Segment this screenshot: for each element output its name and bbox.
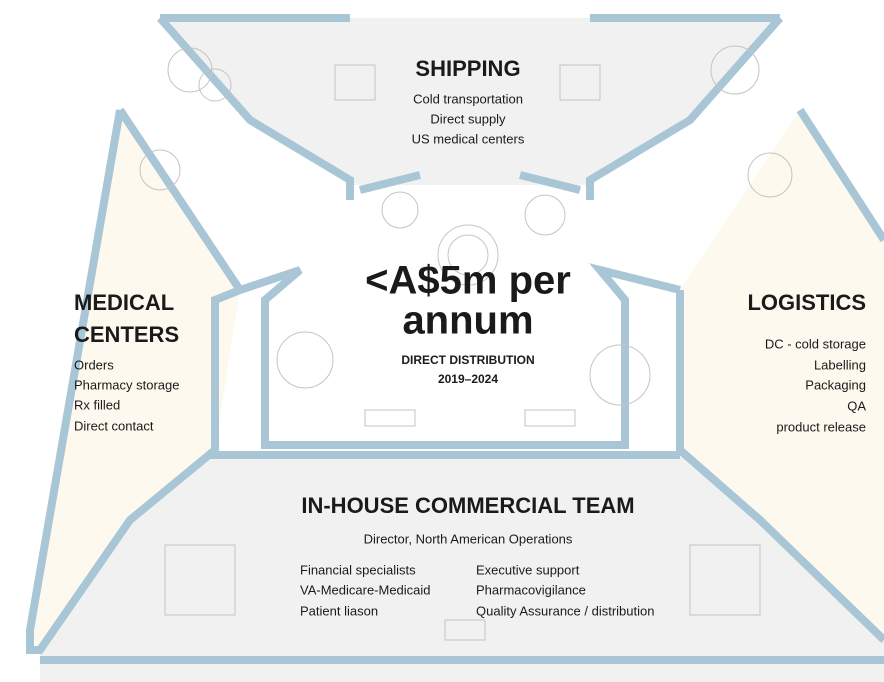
wall <box>359 171 421 194</box>
labels: SHIPPING Cold transportation Direct supp… <box>74 56 866 619</box>
room-item: product release <box>776 419 866 434</box>
room-item: Cold transportation <box>413 91 523 106</box>
room-item: Pharmacovigilance <box>476 582 586 597</box>
fountain <box>437 224 499 286</box>
wall <box>157 15 354 200</box>
commercial-room <box>40 455 884 682</box>
headline: annum <box>402 299 533 343</box>
headline: <A$5m per <box>365 259 571 303</box>
wall <box>26 107 247 654</box>
wall <box>796 107 884 243</box>
room-lead: Director, North American Operations <box>364 531 573 546</box>
room-item: Financial specialists <box>300 562 416 577</box>
subtitle: DIRECT DISTRIBUTION <box>401 353 534 367</box>
medical-room <box>30 110 240 650</box>
bench <box>364 409 416 427</box>
room-title: IN-HOUSE COMMERCIAL TEAM <box>301 493 634 518</box>
room-item: Executive support <box>476 562 580 577</box>
plant <box>524 194 566 236</box>
room-item: Orders <box>74 357 114 372</box>
shipping-room <box>160 18 780 185</box>
room-item: VA-Medicare-Medicaid <box>300 582 431 597</box>
wall <box>238 263 681 449</box>
room-item: DC - cold storage <box>765 336 866 351</box>
room-item: Rx filled <box>74 397 120 412</box>
plant <box>589 344 651 406</box>
plant <box>167 47 213 93</box>
room-item: US medical centers <box>412 131 525 146</box>
room-item: Direct supply <box>430 111 506 126</box>
rooms <box>30 18 884 682</box>
room-item: Quality Assurance / distribution <box>476 603 654 618</box>
plant <box>747 152 793 198</box>
walls <box>26 14 884 664</box>
years: 2019–2024 <box>438 372 498 386</box>
room-item: Labelling <box>814 357 866 372</box>
desk <box>164 544 236 616</box>
room-item: Direct contact <box>74 418 154 433</box>
table <box>559 64 601 101</box>
room-title: CENTERS <box>74 322 179 347</box>
desk <box>689 544 761 616</box>
fountain <box>447 234 489 276</box>
room-item: Patient liason <box>300 603 378 618</box>
room-title: LOGISTICS <box>747 290 866 315</box>
plant <box>198 68 232 102</box>
table <box>334 64 376 101</box>
furniture <box>139 45 793 641</box>
plant <box>381 191 419 229</box>
plant <box>139 149 181 191</box>
wall <box>519 171 581 194</box>
logistics-room <box>680 110 884 640</box>
wall <box>586 15 783 200</box>
bench <box>524 409 576 427</box>
plant <box>710 45 760 95</box>
room-title: SHIPPING <box>415 56 520 81</box>
wall <box>676 290 884 643</box>
room-item: Packaging <box>805 377 866 392</box>
room-title: MEDICAL <box>74 290 174 315</box>
room-item: QA <box>847 398 866 413</box>
room-item: Pharmacy storage <box>74 377 180 392</box>
sofa <box>444 619 486 641</box>
plant <box>276 331 334 389</box>
